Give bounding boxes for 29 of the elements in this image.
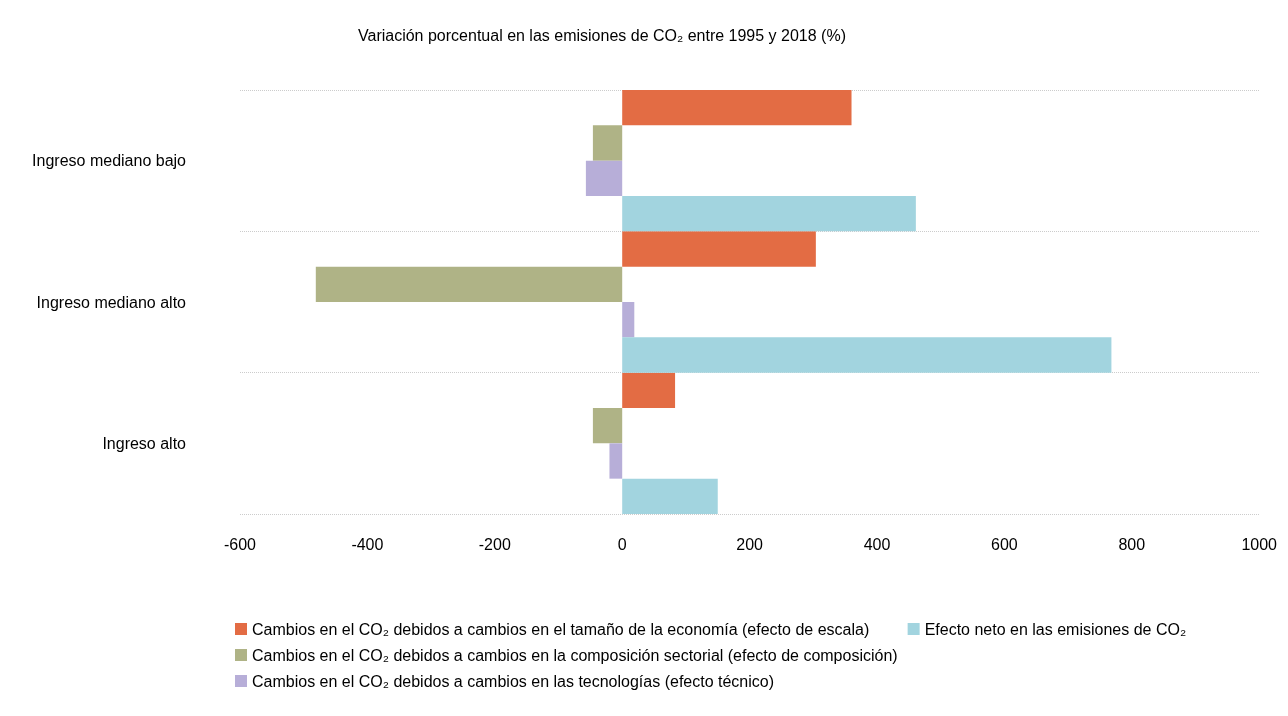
legend-label: Cambios en el CO₂ debidos a cambios en el tamaño de la economía (efecto de escala) xyxy=(252,620,870,638)
bar xyxy=(609,443,623,479)
x-tick-label: -600 xyxy=(223,535,257,553)
chart-title: Variación porcentual en las emisiones de CO₂ entre 1995 y 2018 (%) xyxy=(358,26,846,44)
bar xyxy=(622,302,635,338)
bar xyxy=(622,196,916,232)
x-tick-label: 0 xyxy=(617,535,627,553)
legend-label: Efecto neto en las emisiones de CO₂ xyxy=(924,620,1187,638)
bar xyxy=(592,408,623,444)
x-tick-label: 1000 xyxy=(1241,535,1278,553)
bar xyxy=(622,372,676,408)
x-tick-label: -200 xyxy=(478,535,511,553)
bar xyxy=(622,478,718,514)
bar xyxy=(315,266,623,302)
x-tick-label: 600 xyxy=(991,535,1018,553)
x-tick-label: 800 xyxy=(1118,535,1146,553)
y-tick-label: Ingreso mediano bajo xyxy=(32,152,187,170)
x-tick-label: 200 xyxy=(736,535,764,553)
x-tick-label: 400 xyxy=(863,535,891,553)
bar xyxy=(622,90,852,126)
x-tick-label: -400 xyxy=(351,535,384,553)
bar xyxy=(592,125,623,161)
bar xyxy=(585,160,623,196)
legend-label: Cambios en el CO₂ debidos a cambios en la composición sectorial (efecto de composición) xyxy=(252,646,898,664)
bar xyxy=(622,231,816,267)
y-tick-label: Ingreso alto xyxy=(102,434,187,452)
y-tick-label: Ingreso mediano alto xyxy=(36,293,187,311)
bar xyxy=(622,337,1112,373)
legend-label: Cambios en el CO₂ debidos a cambios en las tecnologías (efecto técnico) xyxy=(252,672,775,690)
